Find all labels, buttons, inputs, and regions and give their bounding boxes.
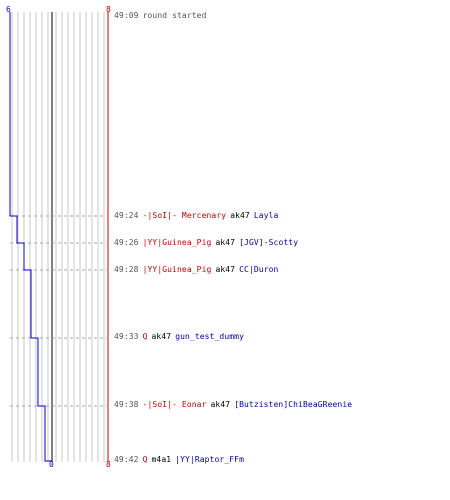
- killer-name: -|SoI|- Eonar: [142, 400, 207, 409]
- event-message: round started: [142, 11, 207, 20]
- blue-score-top: 6: [6, 5, 11, 14]
- event-time: 49:38: [114, 400, 139, 409]
- red-score-bottom: 8: [106, 460, 111, 469]
- killer-name: |YY|Guinea_Pig: [142, 265, 212, 274]
- victim-name: Layla: [253, 211, 279, 220]
- event-guides: [10, 215, 112, 407]
- event-time: 49:09: [114, 11, 139, 20]
- weapon-name: ak47: [210, 400, 231, 409]
- event-time: 49:28: [114, 265, 139, 274]
- kill-row: 49:26 |YY|Guinea_Pig ak47 [JGV]-Scotty: [114, 238, 302, 248]
- event-row: 49:09 round started: [114, 11, 211, 21]
- victim-name: [JGV]-Scotty: [239, 238, 299, 247]
- weapon-name: ak47: [215, 238, 236, 247]
- kill-row: 49:38 -|SoI|- Eonar ak47 [Butzisten]ChiBeaG…: [114, 400, 356, 410]
- grid-lines: [11, 12, 105, 462]
- victim-name: [Butzisten]ChiBeaGReenie: [234, 400, 353, 409]
- blue-team-alive-line: [9, 12, 52, 462]
- event-time: 49:26: [114, 238, 139, 247]
- event-time: 49:24: [114, 211, 139, 220]
- killer-name: -|SoI|- Mercenary: [142, 211, 227, 220]
- victim-name: CC|Duron: [239, 265, 279, 274]
- event-time: 49:42: [114, 455, 139, 464]
- kill-row: 49:28 |YY|Guinea_Pig ak47 CC|Duron: [114, 265, 282, 275]
- red-score-top: 8: [106, 5, 111, 14]
- killer-name: Q: [142, 455, 148, 464]
- killer-name: |YY|Guinea_Pig: [142, 238, 212, 247]
- event-time: 49:33: [114, 332, 139, 341]
- weapon-name: ak47: [215, 265, 236, 274]
- weapon-name: m4a1: [151, 455, 172, 464]
- weapon-name: ak47: [151, 332, 172, 341]
- blue-score-bottom: 0: [49, 460, 54, 469]
- killer-name: Q: [142, 332, 148, 341]
- victim-name: |YY|Raptor_FFm: [175, 455, 245, 464]
- kill-row: 49:24 -|SoI|- Mercenary ak47 Layla: [114, 211, 282, 221]
- weapon-name: ak47: [230, 211, 250, 220]
- victim-name: gun_test_dummy: [175, 332, 245, 341]
